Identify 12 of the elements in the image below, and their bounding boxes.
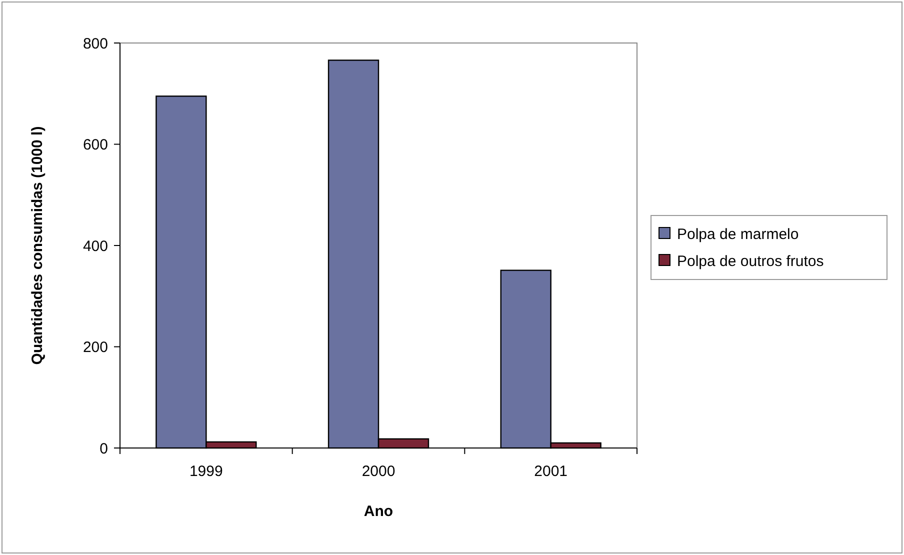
y-tick-label: 600: [82, 136, 108, 154]
y-tick-label: 400: [82, 238, 108, 255]
x-tick-label: 2000: [362, 463, 396, 480]
legend-label: Polpa de marmelo: [677, 226, 799, 243]
legend-label: Polpa de outros frutos: [677, 252, 824, 270]
y-axis-title: Quantidades consumidas (1000 l): [29, 126, 46, 365]
x-tick-label: 2001: [534, 463, 568, 480]
x-tick-label: 1999: [189, 463, 223, 480]
x-axis-title: Ano: [364, 503, 394, 520]
y-tick-label: 0: [100, 440, 108, 458]
y-tick-label: 800: [82, 35, 108, 52]
y-tick-label: 200: [82, 339, 108, 356]
